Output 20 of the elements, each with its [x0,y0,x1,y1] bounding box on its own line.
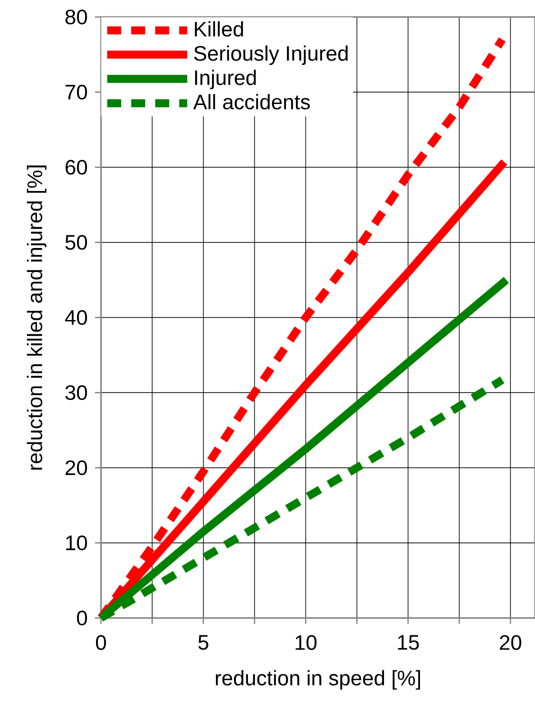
legend-label: All accidents [193,94,310,110]
y-tick-label: 0 [77,610,88,626]
y-tick-label: 70 [66,84,87,100]
x-tick-label: 0 [96,635,106,650]
y-axis-title: reduction in killed and injured [%] [26,166,46,470]
legend-label: Injured [195,70,256,90]
y-tick-label: 30 [65,385,87,400]
y-tick-label: 80 [65,10,87,24]
x-tick-label: 5 [198,635,208,650]
y-tick-label: 50 [65,234,87,250]
y-tick-label: 60 [66,160,87,175]
x-tick-label: 20 [500,635,522,650]
x-tick-label: 15 [398,635,419,650]
x-tick-label: 10 [296,635,317,650]
legend-label: Seriously Injured [194,45,348,65]
legend-label: Killed [194,21,243,37]
y-tick-label: 40 [65,310,87,325]
y-tick-label: 10 [66,535,87,550]
y-tick-label: 20 [66,460,87,476]
x-axis-title: reduction in speed [%] [216,670,420,690]
